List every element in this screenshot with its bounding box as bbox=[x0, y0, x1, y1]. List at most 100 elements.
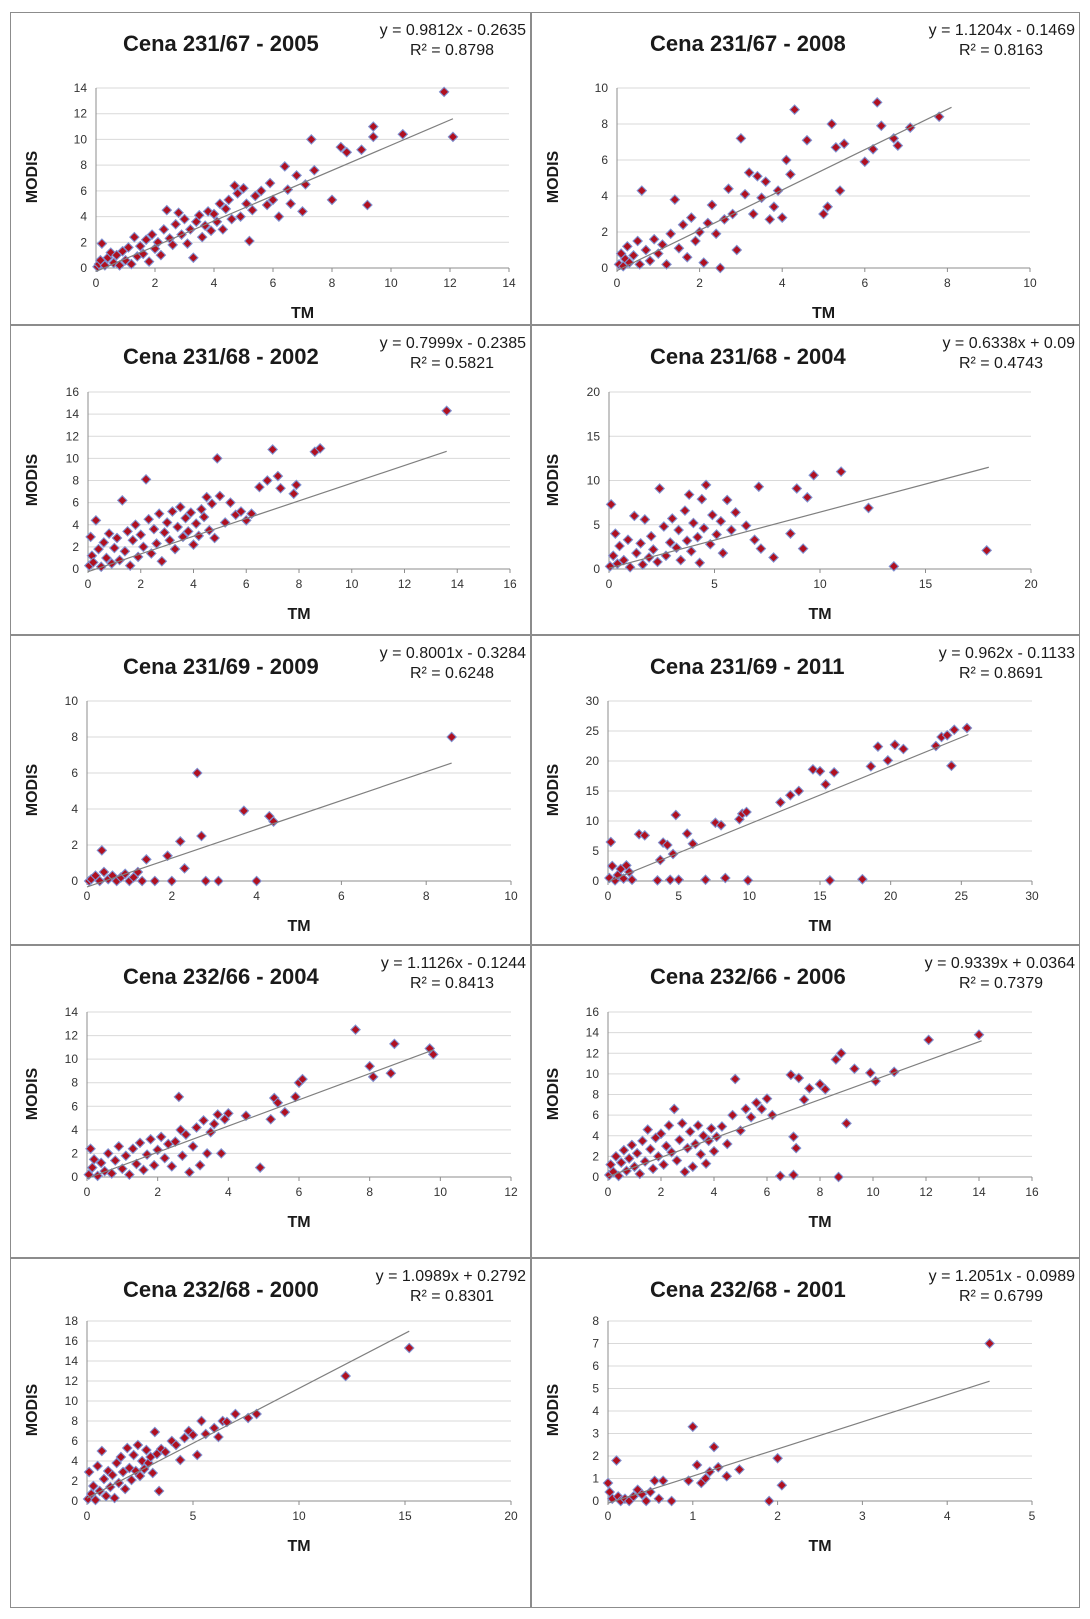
data-point bbox=[609, 528, 621, 539]
y-tick-label: 10 bbox=[65, 694, 79, 708]
data-point bbox=[194, 1159, 206, 1171]
data-point bbox=[694, 557, 706, 569]
data-point bbox=[857, 873, 868, 885]
x-axis-label: TM bbox=[287, 1214, 311, 1231]
data-point bbox=[96, 845, 108, 856]
data-point bbox=[775, 797, 786, 808]
data-point bbox=[161, 517, 173, 528]
data-point bbox=[981, 545, 993, 556]
trendline-equation: y = 1.2051x - 0.0989 R² = 0.6799 bbox=[929, 1267, 1075, 1307]
data-point bbox=[191, 1449, 203, 1461]
data-point bbox=[134, 1137, 146, 1149]
chart-title: Cena 232/66 - 2004 bbox=[123, 964, 319, 989]
x-tick-label: 4 bbox=[711, 1185, 718, 1199]
x-tick-label: 6 bbox=[270, 276, 277, 290]
x-tick-label: 5 bbox=[675, 889, 682, 903]
data-point bbox=[665, 228, 677, 240]
data-point bbox=[155, 1131, 167, 1143]
y-tick-label: 14 bbox=[66, 407, 80, 421]
x-tick-label: 6 bbox=[243, 577, 250, 591]
chart-panel: 0 2 4 6 8 10 12 14 0 2 4 6 8 10 12 14 Cena 231/67 - 2005… bbox=[10, 12, 531, 325]
data-point bbox=[187, 1140, 199, 1152]
data-point bbox=[653, 1493, 665, 1505]
data-point bbox=[649, 1475, 661, 1487]
data-point bbox=[833, 1171, 844, 1183]
data-point bbox=[98, 537, 110, 548]
data-point bbox=[814, 1078, 826, 1090]
r-squared-text: R² = 0.6248 bbox=[409, 665, 494, 682]
data-point bbox=[170, 1439, 182, 1451]
data-point bbox=[707, 509, 718, 521]
data-point bbox=[215, 1148, 227, 1159]
scatter-plot: 0 2 4 6 8 10 12 14 0 2 4 6 8 10 12 14 bbox=[74, 81, 516, 290]
data-point bbox=[128, 231, 140, 243]
data-point bbox=[87, 1480, 99, 1492]
data-point bbox=[671, 1155, 683, 1166]
x-tick-label: 2 bbox=[168, 889, 175, 903]
data-point bbox=[801, 134, 813, 146]
data-point bbox=[170, 218, 182, 230]
data-point bbox=[685, 212, 697, 223]
data-point bbox=[326, 194, 338, 206]
data-point bbox=[184, 1166, 195, 1178]
x-tick-label: 12 bbox=[504, 1185, 518, 1199]
data-point bbox=[695, 1148, 707, 1160]
data-point bbox=[385, 1067, 397, 1079]
y-axis-label: MODIS bbox=[24, 150, 41, 204]
y-tick-label: 10 bbox=[586, 1067, 600, 1081]
x-tick-label: 8 bbox=[817, 1185, 824, 1199]
data-point bbox=[128, 1449, 140, 1461]
data-point bbox=[138, 541, 149, 553]
data-point bbox=[93, 543, 104, 555]
data-point bbox=[85, 1488, 97, 1500]
data-point bbox=[191, 1122, 202, 1133]
data-point bbox=[696, 493, 708, 505]
data-point bbox=[698, 257, 710, 268]
data-point bbox=[602, 1477, 614, 1489]
data-point bbox=[640, 1495, 652, 1507]
data-point bbox=[111, 532, 123, 544]
y-tick-label: 10 bbox=[586, 814, 600, 828]
data-point bbox=[217, 224, 229, 235]
trendline-equation: y = 0.9812x - 0.2635 R² = 0.8798 bbox=[380, 21, 526, 61]
y-tick-label: 0 bbox=[71, 1494, 78, 1508]
data-point bbox=[447, 131, 459, 143]
x-tick-label: 6 bbox=[338, 889, 345, 903]
data-point bbox=[222, 1107, 234, 1119]
data-point bbox=[265, 1113, 277, 1125]
data-point bbox=[623, 1153, 635, 1164]
x-axis-label: TM bbox=[287, 606, 311, 623]
data-point bbox=[153, 508, 165, 520]
data-point bbox=[211, 452, 223, 464]
data-point bbox=[108, 542, 120, 554]
equation-text: y = 1.1126x - 0.1244 bbox=[380, 955, 526, 972]
y-tick-label: 2 bbox=[71, 1146, 78, 1160]
data-point bbox=[941, 729, 953, 741]
data-point bbox=[669, 194, 681, 205]
y-tick-label: 10 bbox=[65, 1394, 79, 1408]
data-point bbox=[162, 850, 173, 862]
r-squared-text: R² = 0.7379 bbox=[958, 975, 1043, 992]
x-tick-label: 30 bbox=[1025, 889, 1039, 903]
y-tick-label: 4 bbox=[72, 518, 79, 532]
x-tick-label: 2 bbox=[658, 1185, 665, 1199]
y-tick-label: 7 bbox=[592, 1337, 599, 1351]
data-point bbox=[604, 560, 616, 572]
data-point bbox=[109, 1492, 120, 1504]
data-point bbox=[727, 1109, 738, 1121]
data-point bbox=[637, 1135, 648, 1147]
y-axis-label: MODIS bbox=[545, 1383, 562, 1437]
data-point bbox=[238, 805, 250, 817]
y-tick-label: 0 bbox=[592, 1170, 599, 1184]
data-point bbox=[628, 510, 640, 522]
data-point bbox=[666, 1495, 677, 1507]
x-tick-label: 2 bbox=[774, 1509, 781, 1523]
x-axis-label: TM bbox=[808, 918, 832, 935]
data-point bbox=[179, 1432, 190, 1444]
data-point bbox=[666, 513, 678, 524]
data-point bbox=[729, 1073, 741, 1085]
y-tick-label: 4 bbox=[80, 210, 87, 224]
y-tick-label: 12 bbox=[74, 107, 88, 121]
x-tick-label: 0 bbox=[606, 577, 613, 591]
data-point bbox=[201, 1148, 213, 1159]
